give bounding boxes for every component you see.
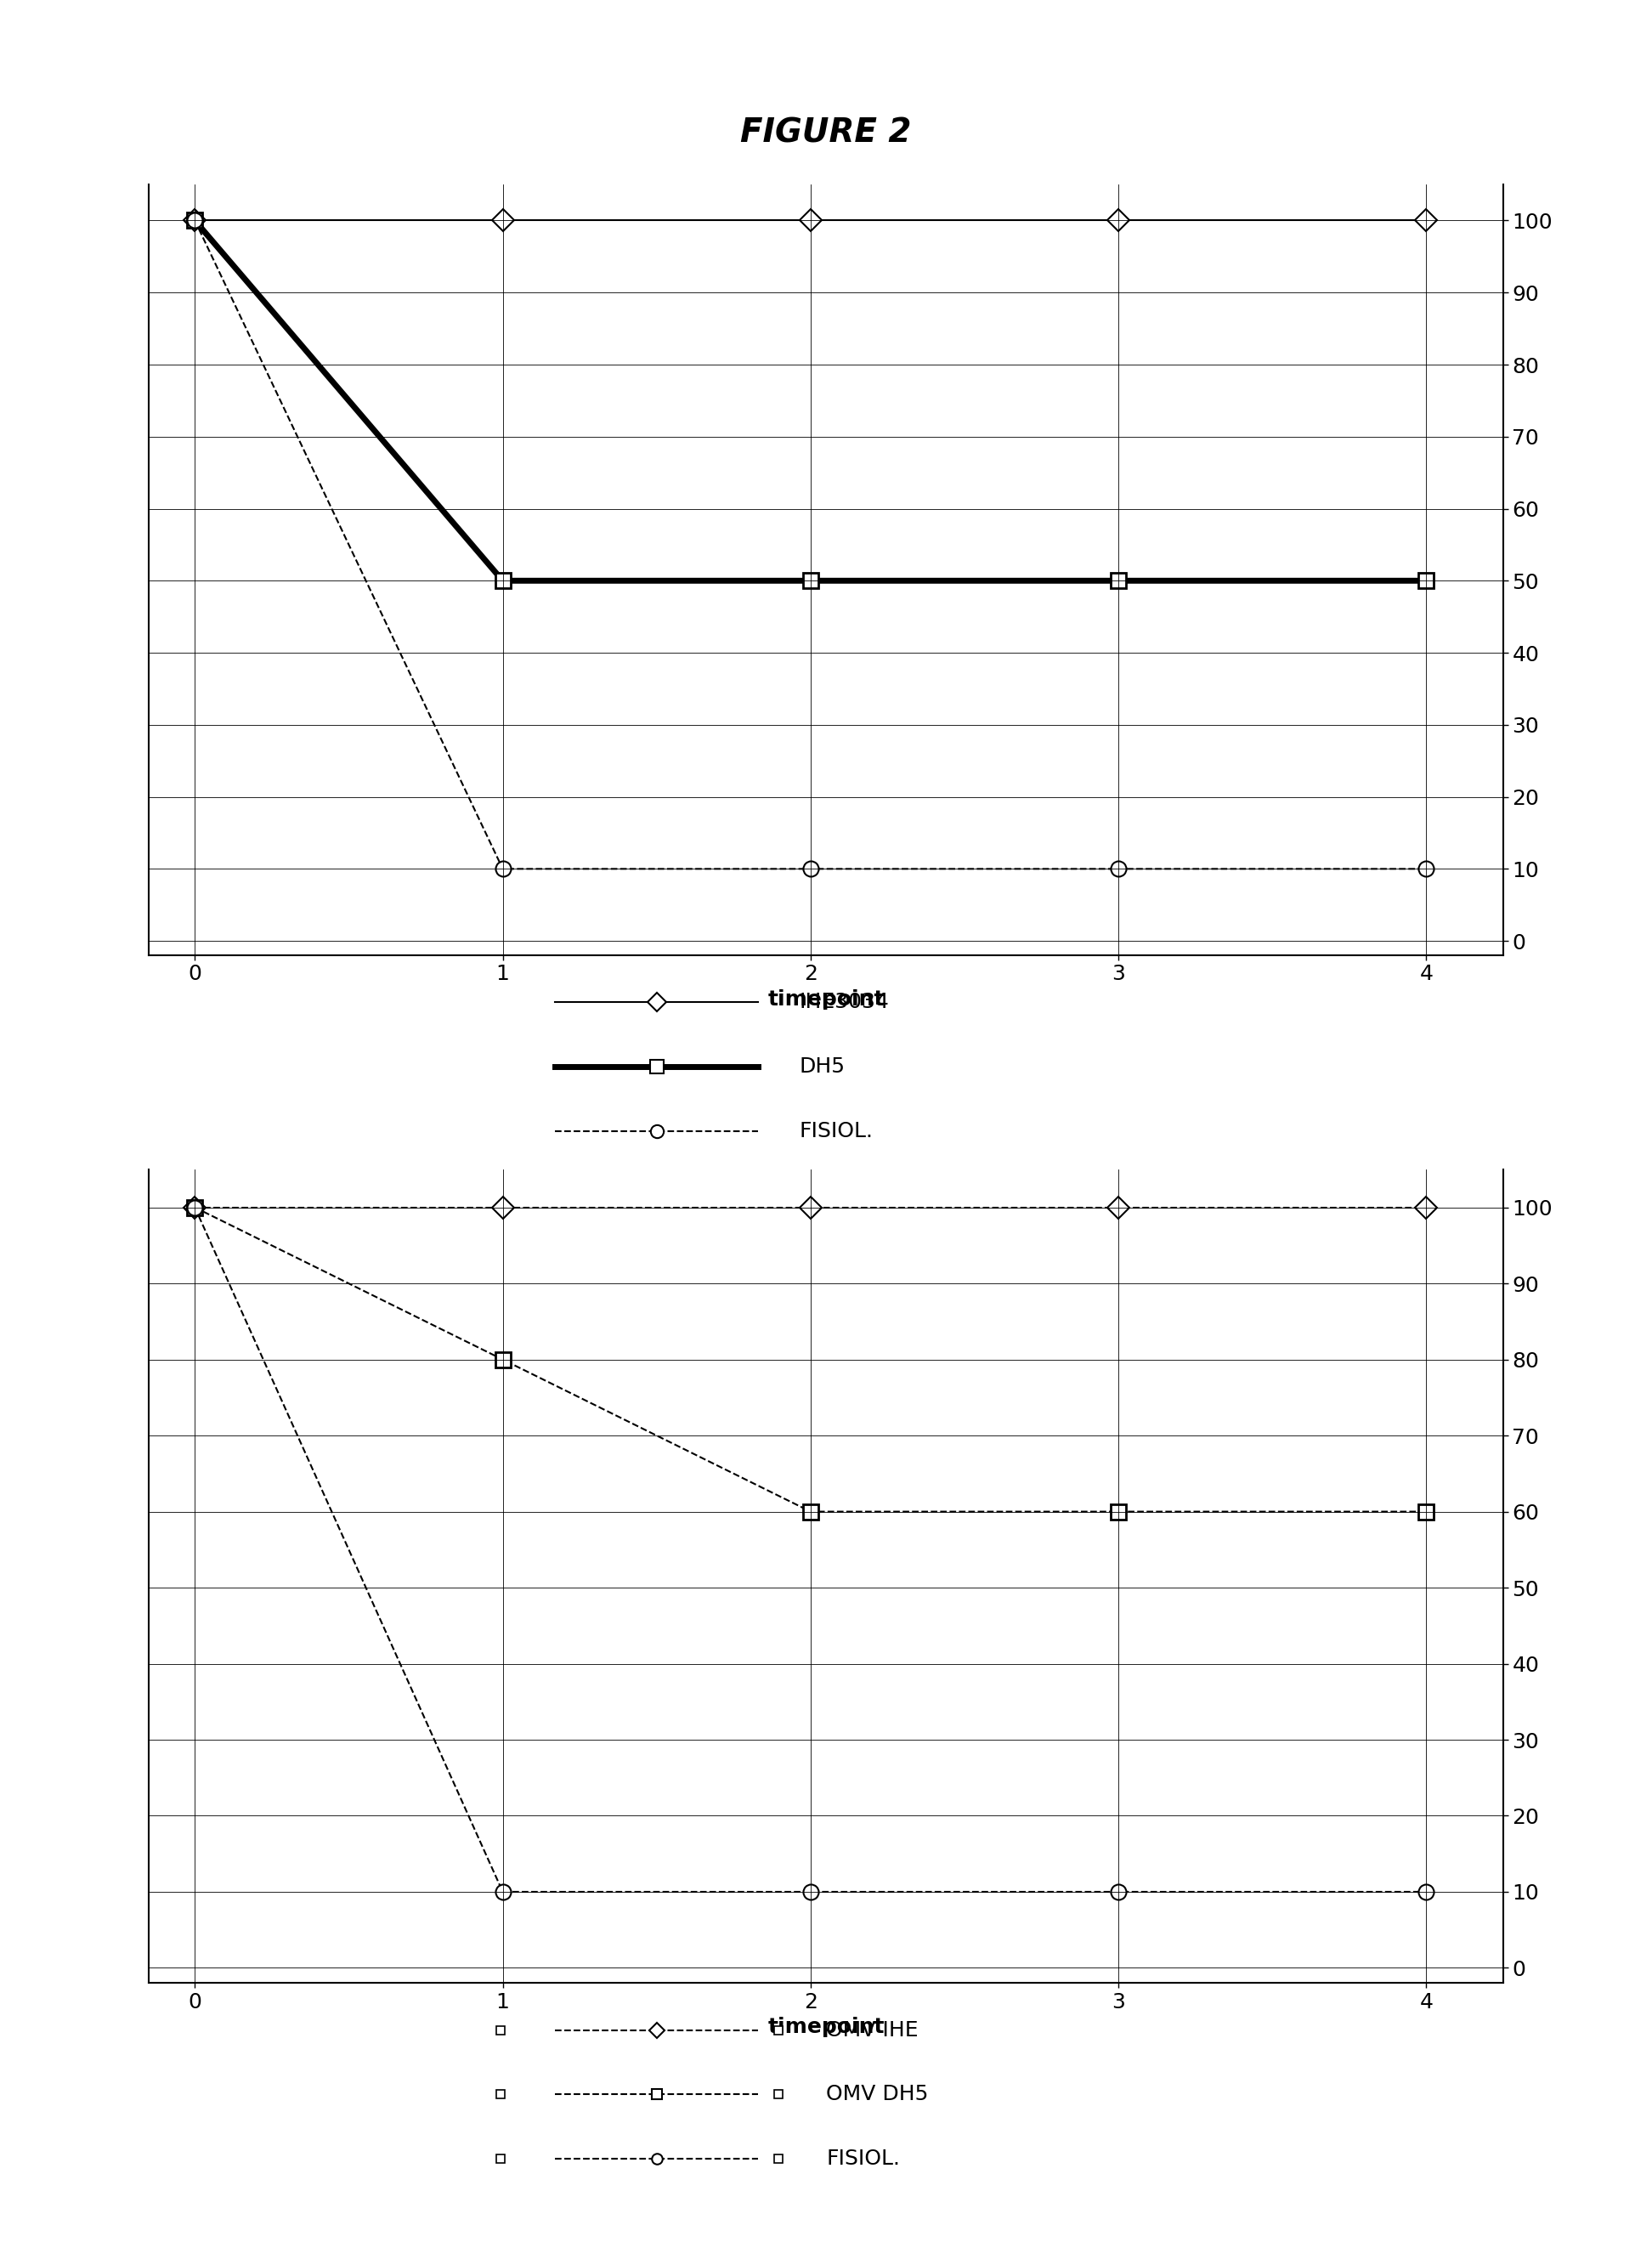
X-axis label: timepoint: timepoint bbox=[768, 989, 884, 1009]
Text: FISIOL.: FISIOL. bbox=[826, 2148, 900, 2168]
Text: OMV IHE: OMV IHE bbox=[826, 2020, 919, 2040]
Text: FISIOL.: FISIOL. bbox=[800, 1121, 872, 1141]
Text: OMV DH5: OMV DH5 bbox=[826, 2085, 928, 2105]
Text: DH5: DH5 bbox=[800, 1056, 844, 1076]
Text: IHE3034: IHE3034 bbox=[800, 993, 889, 1013]
X-axis label: timepoint: timepoint bbox=[768, 2018, 884, 2038]
Text: FIGURE 2: FIGURE 2 bbox=[740, 117, 912, 150]
